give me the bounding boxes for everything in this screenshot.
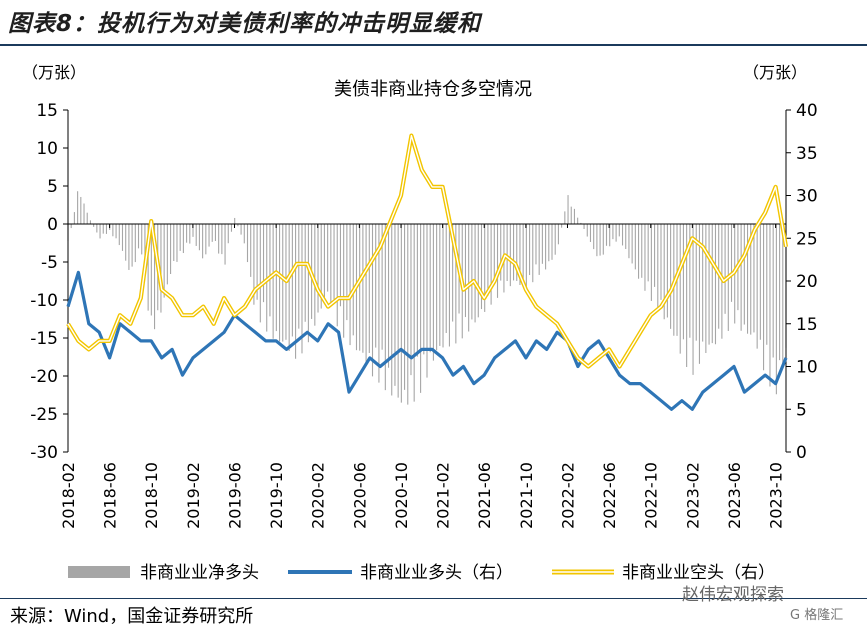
left-tick-label: 15 [36, 101, 58, 121]
x-tick-label: 2020-10 [392, 462, 411, 529]
chart-title: 美债非商业持仓多空情况 [334, 79, 532, 100]
axes: 151050-5-10-15-20-25-3040353025201510502… [30, 101, 817, 529]
left-tick-label: -20 [30, 367, 58, 387]
watermark-secondary: G 格隆汇 [790, 608, 844, 623]
source-note: 来源：Wind，国金证券研究所 [10, 606, 254, 627]
x-tick-label: 2023-02 [683, 462, 702, 529]
legend-net-label: 非商业业净多头 [140, 563, 259, 583]
watermark: 赵伟宏观探索 [682, 585, 784, 605]
left-tick-label: -10 [30, 291, 58, 311]
chart: 美债非商业持仓多空情况 （万张） （万张） 15 10 5 0 -5 -10 -15 -20 -… [22, 63, 818, 583]
right-tick-label: 30 [796, 187, 818, 207]
x-tick-label: 2022-10 [642, 462, 661, 529]
legend-short-label: 非商业业空头（右） [622, 563, 775, 583]
series-lines [66, 133, 789, 411]
right-tick-label: 10 [796, 358, 818, 378]
x-tick-label: 2023-06 [725, 462, 744, 529]
legend: 非商业业净多头 非商业业多头（右） 非商业业空头（右） [68, 563, 775, 583]
x-tick-label: 2018-06 [101, 462, 120, 529]
left-axis-unit: （万张） [22, 63, 86, 82]
left-tick-label: 5 [47, 177, 58, 197]
left-tick-label: -15 [30, 329, 58, 349]
x-tick-label: 2020-06 [350, 462, 369, 529]
net-long-bars [67, 191, 787, 405]
x-tick-label: 2018-10 [142, 462, 161, 529]
right-tick-label: 5 [796, 400, 807, 420]
left-tick-label: -30 [30, 443, 58, 463]
footer-rule [0, 598, 867, 599]
right-axis-unit: （万张） [743, 63, 807, 82]
legend-net-swatch [68, 566, 130, 578]
x-tick-label: 2021-06 [475, 462, 494, 529]
title-rule [0, 44, 867, 46]
right-tick-label: 0 [796, 443, 807, 463]
right-tick-label: 40 [796, 101, 818, 121]
x-tick-label: 2021-10 [517, 462, 536, 529]
left-tick-label: 10 [36, 139, 58, 159]
x-tick-label: 2021-02 [434, 462, 453, 529]
left-tick-label: -25 [30, 405, 58, 425]
x-tick-label: 2022-06 [600, 462, 619, 529]
x-tick-label: 2022-02 [558, 462, 577, 529]
right-tick-label: 35 [796, 144, 818, 164]
x-tick-label: 2019-06 [225, 462, 244, 529]
left-tick-label: -5 [41, 253, 58, 273]
x-tick-label: 2019-10 [267, 462, 286, 529]
right-tick-label: 20 [796, 272, 818, 292]
x-tick-label: 2020-02 [309, 462, 328, 529]
x-tick-label: 2019-02 [184, 462, 203, 529]
x-tick-label: 2023-10 [767, 462, 786, 529]
right-tick-label: 25 [796, 229, 818, 249]
x-tick-label: 2018-02 [59, 462, 78, 529]
long-series-line [66, 270, 788, 411]
legend-long-label: 非商业业多头（右） [360, 563, 513, 583]
figure-title: 图表8：投机行为对美债利率的冲击明显缓和 [8, 11, 482, 37]
short-series-line-inner [67, 134, 787, 368]
right-tick-label: 15 [796, 315, 818, 335]
left-tick-label: 0 [47, 215, 58, 235]
